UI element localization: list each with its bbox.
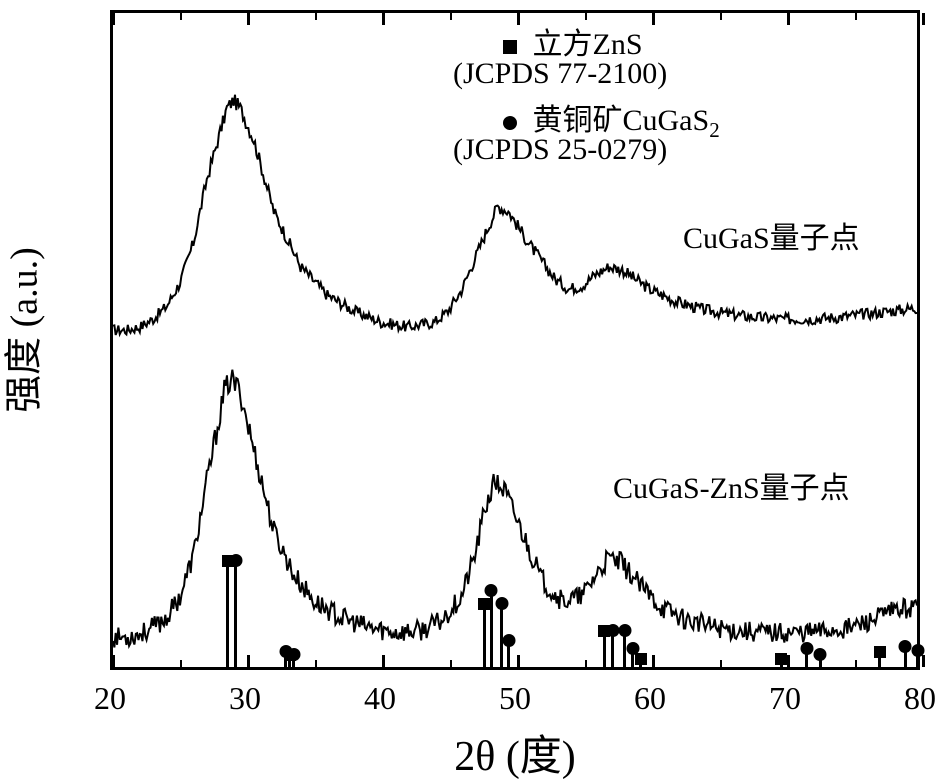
tick	[585, 13, 587, 20]
x-tick-label: 70	[769, 680, 801, 717]
tick	[855, 660, 857, 667]
y-axis-label: 强度 (a.u.)	[0, 247, 48, 413]
tick	[247, 13, 250, 25]
circle-marker-icon	[495, 597, 508, 610]
curve-label-top: CuGaS量子点	[683, 213, 860, 257]
square-marker-icon	[503, 40, 517, 54]
tick	[450, 13, 452, 20]
tick	[652, 13, 655, 25]
tick	[315, 13, 317, 20]
tick	[922, 655, 925, 667]
circle-marker-icon	[800, 642, 813, 655]
x-tick-label: 50	[499, 680, 531, 717]
tick	[720, 13, 722, 20]
legend-sub-1: (JCPDS 77-2100)	[453, 57, 667, 91]
tick	[585, 660, 587, 667]
circle-marker-icon	[626, 642, 639, 655]
tick	[517, 655, 520, 667]
circle-marker-icon	[899, 640, 912, 653]
chart-container: 立方ZnS (JCPDS 77-2100) 黄铜矿CuGaS2 (JCPDS 2…	[110, 10, 920, 670]
circle-marker-icon	[502, 634, 515, 647]
tick	[787, 13, 790, 25]
circle-marker-icon	[287, 648, 300, 661]
x-tick-label: 60	[634, 680, 666, 717]
tick	[450, 660, 452, 667]
tick	[922, 13, 925, 25]
square-marker-icon	[478, 598, 490, 610]
tick	[247, 655, 250, 667]
legend-sub-2: (JCPDS 25-0279)	[453, 133, 667, 167]
tick	[180, 660, 182, 667]
circle-marker-icon	[606, 624, 619, 637]
reference-stick	[490, 591, 493, 667]
reference-stick	[234, 561, 237, 667]
tick	[855, 13, 857, 20]
tick	[382, 13, 385, 25]
reference-stick	[226, 561, 229, 667]
square-marker-icon	[775, 653, 787, 665]
tick	[787, 655, 790, 667]
tick	[112, 655, 115, 667]
x-tick-label: 80	[904, 680, 936, 717]
tick	[382, 655, 385, 667]
tick	[517, 13, 520, 25]
tick	[720, 660, 722, 667]
circle-marker-icon	[229, 554, 242, 567]
circle-marker-icon	[618, 624, 631, 637]
circle-marker-icon	[814, 648, 827, 661]
curve-label-bottom: CuGaS-ZnS量子点	[613, 463, 850, 507]
x-tick-label: 40	[364, 680, 396, 717]
tick	[180, 13, 182, 20]
tick	[315, 660, 317, 667]
square-marker-icon	[874, 646, 886, 658]
tick	[652, 655, 655, 667]
x-tick-label: 20	[94, 680, 126, 717]
tick	[112, 13, 115, 25]
plot-area: 立方ZnS (JCPDS 77-2100) 黄铜矿CuGaS2 (JCPDS 2…	[110, 10, 920, 670]
circle-marker-icon	[503, 116, 517, 130]
square-marker-icon	[635, 653, 647, 665]
reference-stick	[483, 604, 486, 667]
circle-marker-icon	[485, 584, 498, 597]
x-tick-label: 30	[229, 680, 261, 717]
